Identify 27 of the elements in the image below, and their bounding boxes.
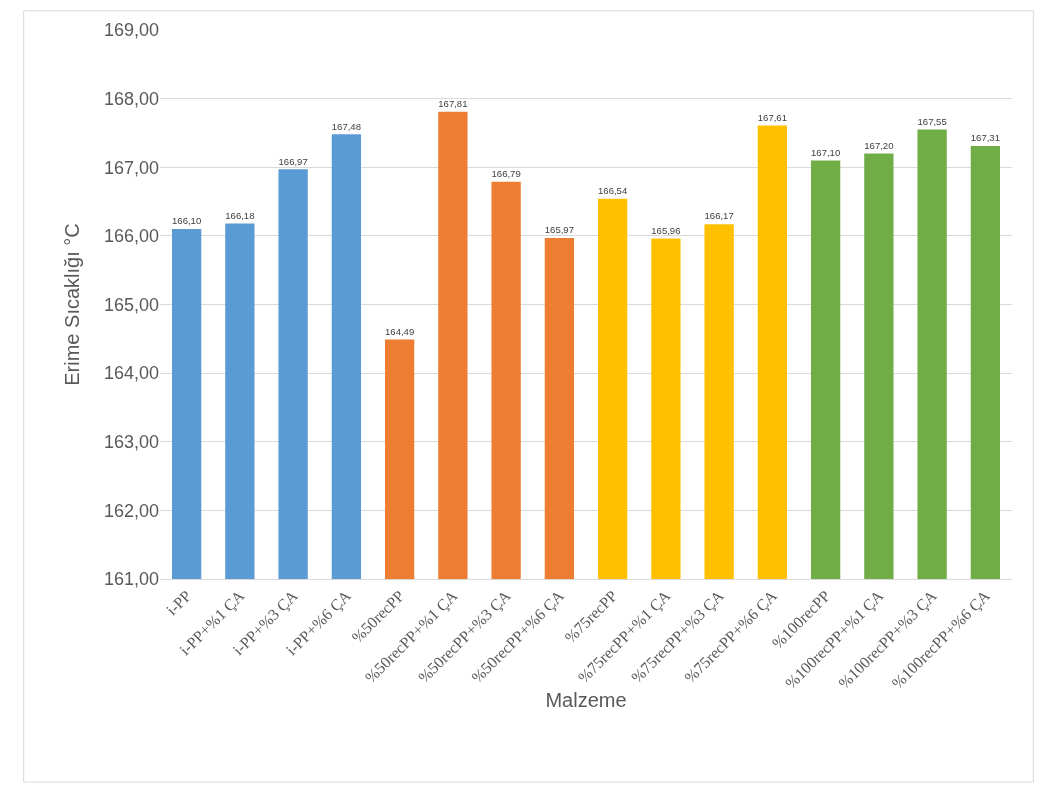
- y-tick-label: 164,00: [103, 363, 159, 384]
- y-tick-label: 166,00: [103, 226, 159, 247]
- y-axis-title: Erime Sıcaklığı °C: [61, 223, 84, 386]
- data-label: 166,17: [704, 210, 734, 222]
- data-label: 167,48: [331, 120, 361, 132]
- data-label: 167,61: [757, 111, 787, 123]
- y-tick-label: 163,00: [103, 432, 159, 453]
- data-label: 166,10: [172, 215, 202, 227]
- y-tick-label: 167,00: [103, 157, 159, 178]
- data-label: 167,31: [970, 132, 1000, 144]
- data-label: 167,10: [811, 146, 841, 158]
- y-tick-label: 161,00: [103, 569, 159, 590]
- data-label: 166,79: [491, 167, 521, 179]
- y-tick-label: 169,00: [103, 20, 159, 41]
- y-tick-label: 162,00: [103, 500, 159, 521]
- data-label: 165,96: [651, 224, 681, 236]
- data-label: 166,54: [598, 185, 628, 197]
- y-tick-label: 168,00: [103, 88, 159, 109]
- data-label: 167,55: [917, 115, 947, 127]
- data-label: 167,20: [864, 139, 894, 151]
- data-label: 167,81: [438, 97, 468, 109]
- data-label: 164,49: [385, 325, 415, 337]
- data-label: 166,97: [278, 155, 308, 167]
- data-label: 165,97: [544, 224, 574, 236]
- x-axis-title: Malzeme: [545, 688, 627, 711]
- data-label: 166,18: [225, 209, 255, 221]
- y-tick-label: 165,00: [103, 294, 159, 315]
